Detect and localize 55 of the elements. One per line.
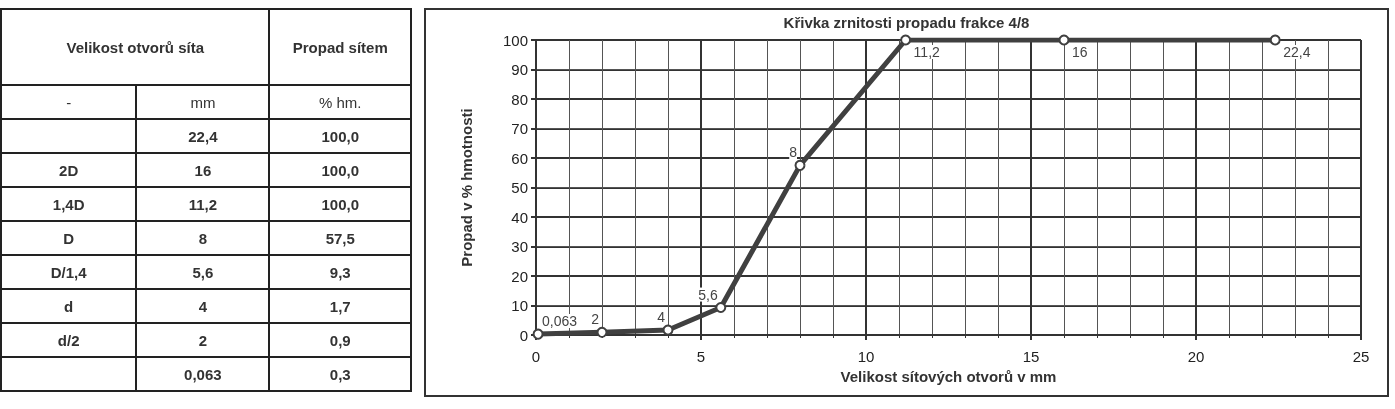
text: 100,0 — [321, 127, 360, 145]
text: 100,0 — [321, 161, 360, 179]
text: % hm. — [318, 93, 362, 111]
text: D/1,4 — [50, 263, 87, 281]
text: Propad sítem — [269, 9, 411, 85]
y-axis-title: Propad v % hmotnosti — [458, 108, 475, 267]
text: D — [63, 229, 75, 247]
x-tick-label: 20 — [1187, 348, 1205, 365]
text: 22,4 — [188, 127, 218, 145]
text: 0,063 — [184, 365, 222, 383]
y-tick-label: 40 — [511, 208, 528, 226]
text: d/2 — [57, 331, 80, 349]
y-tick-label: 50 — [511, 179, 528, 196]
text: - — [66, 93, 72, 111]
text: 11,2 — [188, 195, 218, 213]
annotation: 5,6 — [698, 286, 719, 303]
annotation: 8 — [789, 144, 798, 161]
y-tick-label: 10 — [511, 297, 528, 314]
x-axis-title: Velikost sítových otvorů v mm — [840, 367, 1057, 385]
annotation: 11,2 — [913, 44, 941, 60]
text: 0,9 — [329, 331, 351, 349]
x-tick-label: 10 — [857, 348, 875, 365]
annotation: 16 — [1072, 44, 1088, 60]
y-tick-label: 80 — [511, 90, 528, 108]
y-tick-label: 90 — [511, 61, 528, 78]
annotation: 2 — [591, 311, 600, 328]
text: 4 — [198, 297, 208, 315]
x-tick-label: 0 — [531, 348, 541, 365]
text: 5,6 — [192, 263, 214, 281]
y-tick-label: 100 — [502, 31, 528, 49]
x-tick-label: 25 — [1352, 348, 1370, 365]
y-tick-label: 20 — [511, 267, 528, 285]
y-tick-label: 60 — [511, 149, 528, 167]
text: 0,3 — [329, 365, 351, 383]
y-tick-label: 0 — [519, 326, 528, 344]
x-tick-label: 5 — [696, 348, 706, 365]
text: 57,5 — [325, 229, 355, 247]
text: 2D — [59, 161, 79, 179]
text: 16 — [194, 161, 212, 179]
text: 100,0 — [321, 195, 360, 213]
text: 8 — [198, 229, 208, 247]
text: d — [64, 297, 74, 315]
chart-title: Křivka zrnitosti propadu frakce 4/8 — [783, 14, 1030, 31]
text: 1,4D — [52, 195, 85, 213]
x-tick-label: 15 — [1022, 348, 1040, 365]
annotation: 22,4 — [1283, 44, 1311, 60]
text: mm — [190, 93, 216, 111]
annotation: 0,063 — [542, 313, 578, 330]
text: 9,3 — [329, 263, 351, 281]
annotation: 4 — [657, 308, 666, 325]
text: 1,7 — [329, 297, 351, 315]
text: Velikost otvorů síta — [1, 9, 270, 85]
y-tick-label: 70 — [511, 120, 528, 137]
text: 2 — [198, 331, 208, 349]
y-tick-label: 30 — [511, 238, 528, 255]
